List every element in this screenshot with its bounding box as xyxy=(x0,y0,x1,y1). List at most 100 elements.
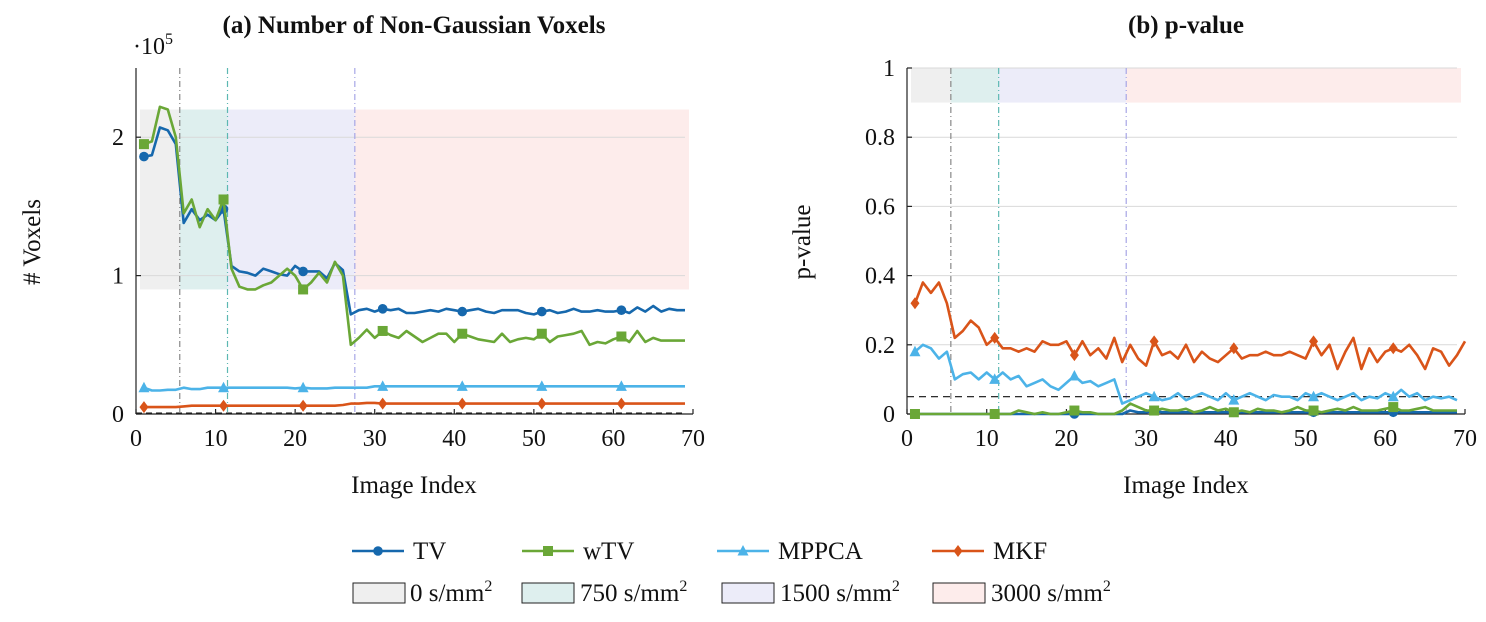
chart-a-ytick-label-0: 0 xyxy=(112,402,124,428)
chart-a-series-wtv-marker-10 xyxy=(218,194,229,205)
legend-item-mkf: MKF xyxy=(932,538,1047,565)
legend-marker-mkf xyxy=(953,545,963,557)
chart-a-series-mkf-line xyxy=(144,401,685,409)
chart-b-series-wtv-marker-40 xyxy=(1228,407,1239,418)
chart-b-series-mppca-marker-60 xyxy=(1387,390,1399,402)
chart-b-series-wtv-marker-30 xyxy=(1149,405,1160,416)
chart-a-xtick-label-4: 40 xyxy=(442,426,466,452)
chart-a-series-tv-marker-20 xyxy=(298,266,308,277)
chart-a-multiplier: ·105 xyxy=(133,31,173,60)
chart-b-series-mkf-marker-60 xyxy=(1388,342,1398,355)
legend-band-label-0: 0 s/mm2 xyxy=(410,578,492,607)
chart-a-series-tv-marker-40 xyxy=(457,306,468,317)
chart-a-xtick-label-2: 20 xyxy=(283,426,307,452)
chart-a-xtick-label-5: 50 xyxy=(522,426,546,452)
chart-b-xtick-label-7: 70 xyxy=(1453,426,1477,452)
chart-a-ylabel: # Voxels xyxy=(19,199,46,285)
legend-band-swatch-2 xyxy=(721,582,775,604)
chart-a-series-wtv-marker-60 xyxy=(616,331,627,342)
chart-b-ytick-label-1: 0.2 xyxy=(865,333,895,359)
legend: TV wTV MPPCA MKF 0 s/mm2 750 s/mm2 1500 xyxy=(352,538,1111,607)
chart-a-series-mkf-marker-20 xyxy=(298,399,308,412)
chart-a-series-mppca-marker-40 xyxy=(456,380,468,391)
chart-b-series-mppca-marker-0 xyxy=(909,345,921,357)
legend-band-2: 1500 s/mm2 xyxy=(721,578,900,607)
chart-b-xtick-label-4: 40 xyxy=(1214,426,1238,452)
legend-marker-mppca xyxy=(737,545,749,556)
chart-a-series-mppca-marker-30 xyxy=(377,380,389,391)
chart-b-xlabel: Image Index xyxy=(1123,472,1249,499)
chart-a-series-wtv-marker-40 xyxy=(457,328,468,339)
chart-a-series-wtv-marker-50 xyxy=(536,328,547,339)
legend-marker-wtv xyxy=(543,546,553,556)
chart-b-series-mppca-marker-50 xyxy=(1308,390,1320,402)
chart-b-series-mkf-marker-50 xyxy=(1309,335,1319,348)
chart-b-series-wtv-marker-20 xyxy=(1069,405,1080,416)
chart-a-series-tv-line xyxy=(143,126,685,316)
chart-a-series-mppca-marker-60 xyxy=(615,380,627,391)
chart-b-series-wtv-marker-10 xyxy=(989,409,1000,419)
chart-a: (a) Number of Non-Gaussian Voxels ·105 0… xyxy=(19,12,705,499)
legend-band-label-3: 3000 s/mm2 xyxy=(991,578,1111,607)
legend-band-swatch-0 xyxy=(352,582,406,604)
chart-a-title: (a) Number of Non-Gaussian Voxels xyxy=(223,12,606,39)
chart-b-series-mkf-marker-40 xyxy=(1229,342,1239,355)
chart-b-ytick-label-3: 0.6 xyxy=(865,194,895,220)
chart-b-xtick-label-3: 30 xyxy=(1134,426,1158,452)
chart-b-series-mkf-marker-10 xyxy=(990,331,1000,344)
legend-band-1: 750 s/mm2 xyxy=(521,578,687,607)
chart-a-series-wtv-marker-20 xyxy=(298,284,309,295)
chart-b-series-mppca-marker-10 xyxy=(989,373,1001,384)
chart-a-series-tv-marker-60 xyxy=(616,305,627,316)
chart-b: (b) p-value 0 10 20 30 40 50 60 70 0 0.2 0.4 0.6 0.8… xyxy=(789,12,1477,499)
chart-b-ylabel: p-value xyxy=(789,205,816,280)
chart-a-ytick-label-2: 2 xyxy=(112,125,124,151)
chart-b-xtick-label-6: 60 xyxy=(1373,426,1397,452)
chart-b-series-mkf-line xyxy=(913,281,1467,371)
chart-b-series-mkf-marker-0 xyxy=(910,297,920,310)
chart-a-series-mppca-marker-0 xyxy=(138,381,150,393)
chart-b-series-mppca xyxy=(909,343,1458,405)
chart-a-band-2 xyxy=(227,109,355,290)
chart-a-series-wtv xyxy=(138,105,685,347)
chart-a-ytick-label-1: 1 xyxy=(112,264,124,290)
chart-b-series-wtv-marker-50 xyxy=(1308,405,1319,416)
chart-b-series-wtv-marker-60 xyxy=(1388,402,1399,413)
chart-a-series-mppca-marker-10 xyxy=(218,381,230,393)
chart-b-band-1 xyxy=(950,68,999,103)
chart-b-xtick-label-5: 50 xyxy=(1294,426,1318,452)
chart-b-series-mkf xyxy=(910,281,1467,371)
chart-b-ytick-label-4: 0.8 xyxy=(865,125,895,151)
chart-a-series-mkf-marker-50 xyxy=(537,397,547,410)
legend-marker-tv xyxy=(373,546,383,556)
chart-a-series-tv-marker-50 xyxy=(537,306,547,317)
chart-b-band-0 xyxy=(910,68,951,103)
chart-a-series-mppca-marker-50 xyxy=(536,380,548,391)
chart-b-series-wtv-line xyxy=(915,402,1457,416)
chart-a-series-mkf-marker-10 xyxy=(219,399,229,412)
chart-a-xtick-label-3: 30 xyxy=(363,426,387,452)
legend-label-mppca: MPPCA xyxy=(778,538,863,565)
chart-a-series-mppca-line xyxy=(143,384,685,392)
chart-b-band-2 xyxy=(998,68,1127,103)
chart-a-series-tv-marker-0 xyxy=(139,151,149,162)
legend-label-wtv: wTV xyxy=(583,538,634,565)
chart-b-xtick-label-0: 0 xyxy=(901,426,913,452)
chart-b-band-3 xyxy=(1126,68,1462,103)
chart-b-series-mkf-marker-30 xyxy=(1149,335,1159,348)
chart-a-band-3 xyxy=(354,109,690,290)
chart-a-series-wtv-marker-0 xyxy=(138,139,149,150)
legend-item-tv: TV xyxy=(352,538,446,565)
chart-b-ytick-label-5: 1 xyxy=(883,56,895,82)
chart-a-series-wtv-line xyxy=(143,105,685,347)
chart-a-series-mkf-marker-40 xyxy=(457,397,467,410)
chart-b-title: (b) p-value xyxy=(1128,12,1244,39)
legend-band-swatch-3 xyxy=(932,582,986,604)
chart-a-series-tv-marker-30 xyxy=(377,304,388,314)
chart-a-xtick-label-1: 10 xyxy=(204,426,228,452)
chart-a-series-mppca xyxy=(138,380,685,393)
chart-a-xtick-label-7: 70 xyxy=(681,426,705,452)
chart-a-series-mkf-marker-60 xyxy=(616,397,626,410)
chart-a-xlabel: Image Index xyxy=(351,472,477,499)
